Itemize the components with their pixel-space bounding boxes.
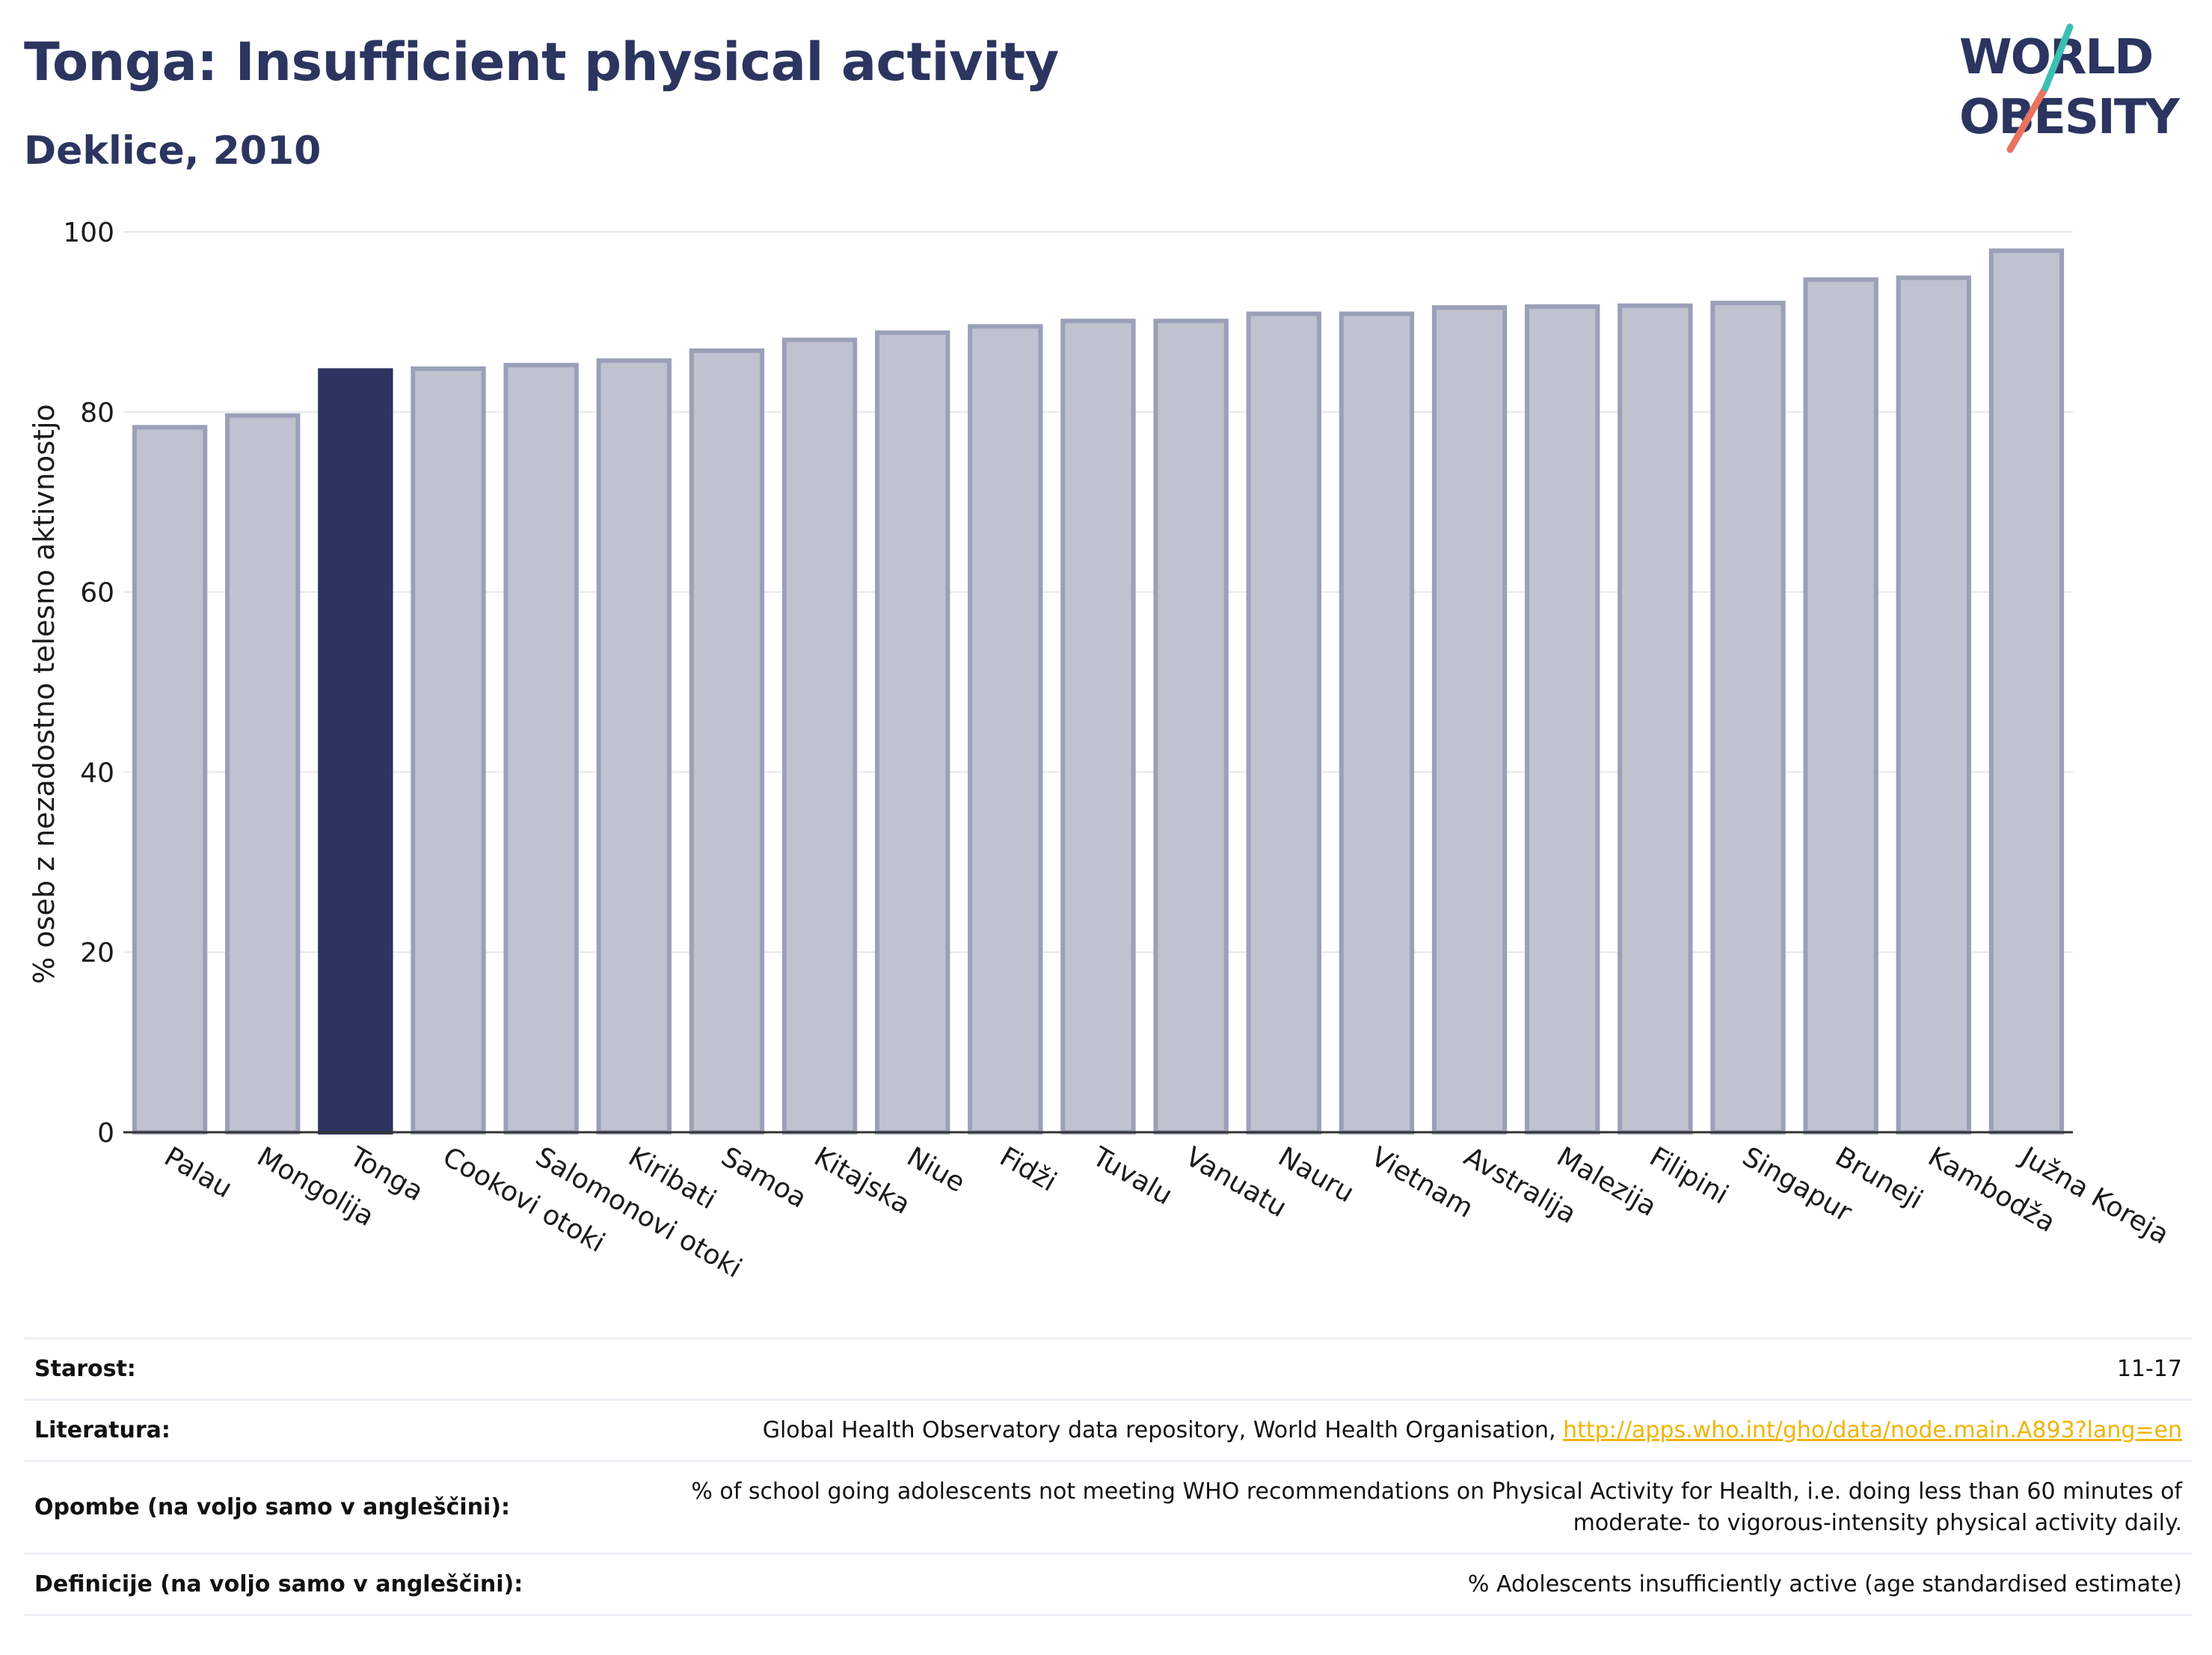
bars xyxy=(132,248,2065,1135)
metadata-key: Opombe (na voljo samo v angleščini): xyxy=(24,1460,583,1555)
metadata-key: Literatura: xyxy=(24,1398,583,1462)
y-axis-ticks: 0 20 40 60 80 100 xyxy=(63,218,114,1149)
bar-nauru[interactable] xyxy=(1246,311,1321,1135)
metadata-value: Global Health Observatory data repositor… xyxy=(583,1398,2193,1462)
y-tick-label: 60 xyxy=(80,578,114,609)
bar-kiribati[interactable] xyxy=(596,358,672,1134)
metadata-value: % of school going adolescents not meetin… xyxy=(583,1460,2193,1555)
source-text: Global Health Observatory data repositor… xyxy=(762,1416,1564,1443)
svg-text:OBESITY: OBESITY xyxy=(1959,90,2180,145)
metadata-key: Starost: xyxy=(24,1337,583,1401)
bar-cookovi-otoki[interactable] xyxy=(411,366,486,1134)
bar-avstralija[interactable] xyxy=(1431,305,1508,1134)
source-link[interactable]: http://apps.who.int/gho/data/node.main.A… xyxy=(1563,1416,2182,1443)
y-tick-label: 40 xyxy=(80,758,114,788)
x-tick-label: Tuvalu xyxy=(1087,1141,1177,1212)
x-tick-label: Cookovi otoki xyxy=(437,1141,610,1259)
metadata-value: % Adolescents insufficiently active (age… xyxy=(583,1553,2193,1616)
y-tick-label: 0 xyxy=(97,1118,114,1149)
bar-niue[interactable] xyxy=(875,330,950,1134)
y-tick-label: 100 xyxy=(63,218,114,248)
bar-salomonovi-otoki[interactable] xyxy=(503,363,579,1134)
y-axis-label: % oseb z nezadostno telesno aktivnostjo xyxy=(28,404,61,984)
bar-kambodža[interactable] xyxy=(1896,275,1971,1134)
bar-malezija[interactable] xyxy=(1525,304,1600,1134)
page-subtitle: Deklice, 2010 xyxy=(24,129,322,174)
bar-vanuatu[interactable] xyxy=(1153,319,1229,1134)
bar-kitajska[interactable] xyxy=(781,337,858,1135)
bar-palau[interactable] xyxy=(132,425,208,1134)
metadata-row-definition: Definicije (na voljo samo v angleščini):… xyxy=(24,1553,2193,1616)
metadata-row-age: Starost: 11-17 xyxy=(24,1337,2193,1401)
x-tick-label: Palau xyxy=(159,1141,238,1204)
bar-bruneji[interactable] xyxy=(1803,277,1878,1134)
x-tick-label: Kitajska xyxy=(809,1141,915,1220)
y-tick-label: 20 xyxy=(80,938,114,968)
world-obesity-logo: WORLD OBESITY xyxy=(1959,23,2181,153)
x-tick-label: Vanuatu xyxy=(1180,1141,1291,1223)
x-tick-label: Fidži xyxy=(995,1141,1062,1197)
metadata-row-source: Literatura: Global Health Observatory da… xyxy=(24,1398,2193,1462)
notes-line-2: moderate- to vigorous-intensity physical… xyxy=(1573,1509,2182,1536)
bar-filipini[interactable] xyxy=(1617,303,1693,1134)
metadata-key: Definicije (na voljo samo v angleščini): xyxy=(24,1553,583,1616)
x-tick-label: Niue xyxy=(902,1141,970,1198)
notes-line-1: % of school going adolescents not meetin… xyxy=(691,1478,2182,1505)
bar-fidži[interactable] xyxy=(968,324,1043,1134)
bar-mongolija[interactable] xyxy=(225,413,301,1134)
bar-samoa[interactable] xyxy=(689,348,765,1135)
bar-tuvalu[interactable] xyxy=(1060,319,1136,1134)
bar-južna-koreja[interactable] xyxy=(1988,248,2065,1134)
page-title: Tonga: Insufficient physical activity xyxy=(24,31,1059,93)
x-tick-label: Vietnam xyxy=(1365,1141,1478,1224)
bar-tonga[interactable] xyxy=(318,368,393,1134)
metadata-table: Starost: 11-17 Literatura: Global Health… xyxy=(24,1337,2193,1616)
bar-singapur[interactable] xyxy=(1710,301,1786,1135)
metadata-value: 11-17 xyxy=(583,1337,2193,1401)
y-tick-label: 80 xyxy=(80,398,114,429)
x-tick-label: Samoa xyxy=(716,1141,811,1215)
metadata-row-notes: Opombe (na voljo samo v angleščini): % o… xyxy=(24,1460,2193,1555)
bar-vietnam[interactable] xyxy=(1339,311,1415,1135)
